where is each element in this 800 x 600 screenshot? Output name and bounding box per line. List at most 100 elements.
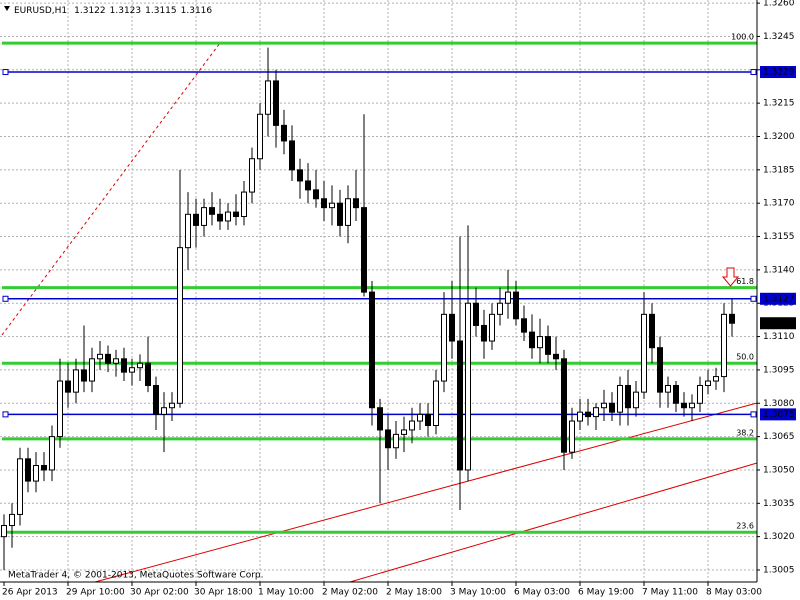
candle-body bbox=[609, 402, 615, 413]
x-tick-label: 6 May 03:00 bbox=[514, 588, 570, 598]
y-tick-label: 1.3140 bbox=[763, 265, 795, 275]
candle-body bbox=[425, 413, 431, 426]
candle-body bbox=[329, 202, 335, 209]
candle-body bbox=[25, 458, 31, 482]
header: EURUSD,H1 1.3122 1.3123 1.3115 1.3116 bbox=[14, 6, 212, 16]
candles-layer bbox=[1, 47, 735, 570]
candle-body bbox=[297, 169, 303, 182]
candle-body bbox=[33, 465, 39, 482]
candle-body bbox=[593, 407, 599, 418]
candle-body bbox=[377, 407, 383, 431]
y-tick-label: 1.3095 bbox=[763, 365, 795, 375]
candle-body bbox=[553, 353, 559, 360]
candle-body bbox=[457, 340, 463, 471]
symbol: EURUSD,H1 bbox=[14, 6, 67, 16]
y-tick-label: 1.3245 bbox=[763, 32, 795, 42]
candle-body bbox=[473, 302, 479, 326]
candle-body bbox=[697, 384, 703, 404]
candle-body bbox=[225, 211, 231, 222]
x-tick-label: 2 May 18:00 bbox=[386, 588, 442, 598]
candle-body bbox=[577, 411, 583, 422]
x-tick-label: 1 May 10:00 bbox=[258, 588, 314, 598]
trend-line bbox=[349, 462, 758, 583]
candle-body bbox=[585, 411, 591, 418]
candle-body bbox=[497, 302, 503, 315]
x-tick-label: 29 Apr 10:00 bbox=[66, 588, 125, 598]
fibo-level-label: 23.6 bbox=[736, 522, 754, 531]
candle-body bbox=[633, 391, 639, 409]
candle-body bbox=[617, 384, 623, 413]
footer: MetaTrader 4, © 2001-2013, MetaQuotes So… bbox=[8, 571, 264, 581]
candle-body bbox=[73, 369, 79, 393]
y-tick-label: 1.3215 bbox=[763, 99, 795, 109]
candle-body bbox=[121, 358, 127, 373]
fibo-level-label: 50.0 bbox=[736, 353, 754, 362]
candle-body bbox=[681, 402, 687, 409]
y-tick-label: 1.3035 bbox=[763, 499, 795, 509]
candle-body bbox=[289, 140, 295, 171]
line-handle bbox=[750, 295, 757, 302]
candle-body bbox=[361, 207, 367, 293]
line-handle bbox=[2, 69, 9, 76]
quote-high: 1.3123 bbox=[110, 6, 142, 16]
y-tick-label: 1.3155 bbox=[763, 232, 795, 242]
candle-body bbox=[65, 380, 71, 393]
x-tick-label: 3 May 10:00 bbox=[450, 588, 506, 598]
candle-body bbox=[273, 80, 279, 126]
menu-triangle bbox=[4, 6, 10, 11]
candle-body bbox=[689, 402, 695, 409]
x-tick-label: 2 May 02:00 bbox=[322, 588, 378, 598]
candle-body bbox=[545, 336, 551, 355]
candle-body bbox=[209, 207, 215, 215]
candle-body bbox=[481, 324, 487, 342]
candle-body bbox=[233, 211, 239, 218]
candle-body bbox=[641, 313, 647, 393]
candle-body bbox=[561, 358, 567, 453]
candle-body bbox=[465, 302, 471, 471]
quote-low: 1.3115 bbox=[145, 6, 177, 16]
candle-body bbox=[449, 313, 455, 342]
candle-body bbox=[337, 202, 343, 226]
quote-close: 1.3116 bbox=[181, 6, 213, 16]
candle-body bbox=[441, 313, 447, 382]
candle-body bbox=[257, 113, 263, 160]
y-tick-label: 1.3080 bbox=[763, 399, 795, 409]
x-tick-label: 30 Apr 18:00 bbox=[194, 588, 253, 598]
candle-body bbox=[113, 358, 119, 364]
candle-body bbox=[201, 207, 207, 226]
price-label: 1.3127 bbox=[763, 294, 795, 304]
y-tick-label: 1.3200 bbox=[763, 132, 795, 142]
candle-body bbox=[185, 213, 191, 249]
candle-body bbox=[137, 362, 143, 369]
candle-body bbox=[281, 124, 287, 142]
price-label: 1.3229 bbox=[763, 68, 795, 78]
candle-body bbox=[129, 367, 135, 373]
line-handle bbox=[750, 411, 757, 418]
candle-body bbox=[665, 384, 671, 393]
candle-body bbox=[433, 380, 439, 426]
candle-body bbox=[89, 358, 95, 382]
fibo-level-label: 61.8 bbox=[736, 277, 754, 286]
candle-body bbox=[385, 429, 391, 449]
candle-body bbox=[105, 353, 111, 364]
candle-body bbox=[169, 402, 175, 409]
y-tick-label: 1.3020 bbox=[763, 532, 795, 542]
candle-body bbox=[625, 384, 631, 409]
candle-body bbox=[313, 189, 319, 200]
candle-body bbox=[145, 362, 151, 386]
x-tick-label: 30 Apr 02:00 bbox=[130, 588, 189, 598]
candle-body bbox=[705, 380, 711, 386]
candle-body bbox=[649, 313, 655, 349]
price-label: 1.3075 bbox=[763, 410, 795, 420]
candle-body bbox=[521, 318, 527, 333]
candle-body bbox=[673, 384, 679, 404]
y-tick-label: 1.3065 bbox=[763, 432, 795, 442]
candle-body bbox=[41, 465, 47, 471]
line-handle bbox=[2, 295, 9, 302]
candle-body bbox=[657, 347, 663, 393]
candle-body bbox=[17, 458, 23, 515]
candle-body bbox=[193, 213, 199, 226]
price-label-box bbox=[760, 408, 796, 421]
candle-body bbox=[265, 80, 271, 115]
